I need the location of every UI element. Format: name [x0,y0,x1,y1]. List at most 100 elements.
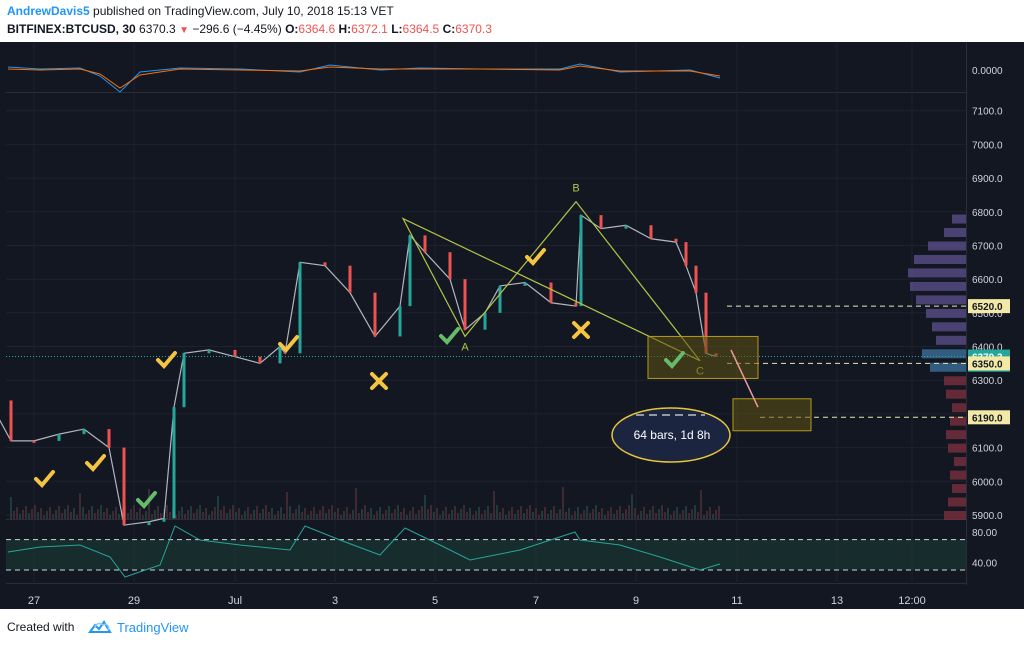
candle-body [523,282,527,286]
volume-bar [451,510,453,519]
rsi-line [7,525,721,578]
volume-bar [190,506,192,519]
volume-bar [235,512,237,519]
volume-bar [49,507,51,519]
volume-profile-bar [952,484,966,494]
tradingview-link[interactable]: TradingView [117,620,189,635]
price-label: 6350.0 [972,359,1003,370]
pane-separator [6,583,966,584]
candle-body [574,302,578,307]
volume-bar [406,515,408,519]
volume-bar [25,506,27,519]
x-tick-label: 27 [28,595,40,607]
volume-bar [292,513,294,519]
volume-bar [400,512,402,519]
volume-bar [100,505,102,519]
x-tick-label: 7 [533,595,539,607]
volume-bar [151,514,153,519]
volume-bar [520,506,522,519]
volume-bar [196,509,198,519]
symbol-name[interactable]: BITFINEX:BTCUSD, 30 [7,22,136,36]
volume-bar [484,510,486,519]
volume-bar [577,507,579,519]
candle-body [57,434,61,441]
volume-bar [262,509,264,519]
volume-bar [715,510,717,519]
candle-body [624,225,628,229]
volume-bar [634,508,636,519]
volume-bar [688,513,690,519]
volume-bar [478,507,480,519]
volume-bar [679,514,681,519]
volume-profile-bar [946,430,966,440]
volume-bar [631,494,633,519]
volume-bar [412,507,414,519]
volume-bar [340,515,342,519]
macd-tick-label: 0.0000 [972,66,1003,77]
volume-bar [475,511,477,519]
chart-canvas[interactable]: 5900.06000.06100.06200.06300.06400.06500… [0,42,1024,609]
volume-bar [646,514,648,519]
author-link[interactable]: AndrewDavis5 [7,4,90,18]
y-tick-label: 7100.0 [972,107,1003,118]
volume-bar [562,487,564,519]
volume-profile-bar [944,511,966,520]
volume-bar [607,511,609,519]
volume-bar [613,514,615,519]
candle-body [549,282,553,303]
volume-bar [427,509,429,519]
volume-profile-bar [952,403,966,413]
volume-bar [28,513,30,519]
volume-bar [691,509,693,519]
volume-profile-bar [954,457,966,467]
projection-arrow [730,349,759,408]
volume-bar [64,509,66,519]
volume-bar [67,505,69,519]
volume-bar [391,513,393,519]
volume-profile-bar [916,295,966,305]
volume-bar [472,515,474,519]
volume-bar [661,505,663,519]
abc-pattern [401,200,701,362]
volume-bar [376,511,378,519]
volume-bar [496,505,498,519]
volume-bar [361,509,363,519]
volume-bar [601,508,603,519]
price-label-box [968,299,1010,314]
volume-bar [283,514,285,519]
volume-bar [499,512,501,519]
volume-bar [181,507,183,519]
candle-body [463,279,467,330]
volume-bar [430,505,432,519]
symbol-line: BITFINEX:BTCUSD, 30 6370.3 ▼ −296.6 (−4.… [7,22,492,36]
tradingview-logo-icon[interactable] [88,619,112,635]
volume-bar [139,508,141,519]
check-mark-icon [156,351,177,369]
volume-profile-bar [914,254,966,264]
volume-bar [115,507,117,519]
volume-bar [697,512,699,519]
candle-body [498,285,502,313]
volume-bar [238,508,240,519]
volume-profile-bar [910,281,966,291]
y-tick-label: 6800.0 [972,208,1003,219]
candle-body [649,225,653,239]
volume-bar [91,506,93,519]
candle-body [233,349,237,357]
volume-bar [52,514,54,519]
volume-bar [349,514,351,519]
candle-body [207,349,211,354]
volume-bar [409,511,411,519]
volume-bar [148,489,150,519]
volume-bar [337,508,339,519]
high-label: H: [338,22,352,36]
volume-bar [694,505,696,519]
price-series-line [0,214,717,526]
price-chart[interactable]: 5900.06000.06100.06200.06300.06400.06500… [0,42,1024,609]
volume-profile-bar [932,322,966,332]
volume-bar [34,505,36,519]
volume-bar [169,512,171,519]
candle-body [107,429,111,448]
volume-bar [556,513,558,519]
candle-body [182,353,186,408]
